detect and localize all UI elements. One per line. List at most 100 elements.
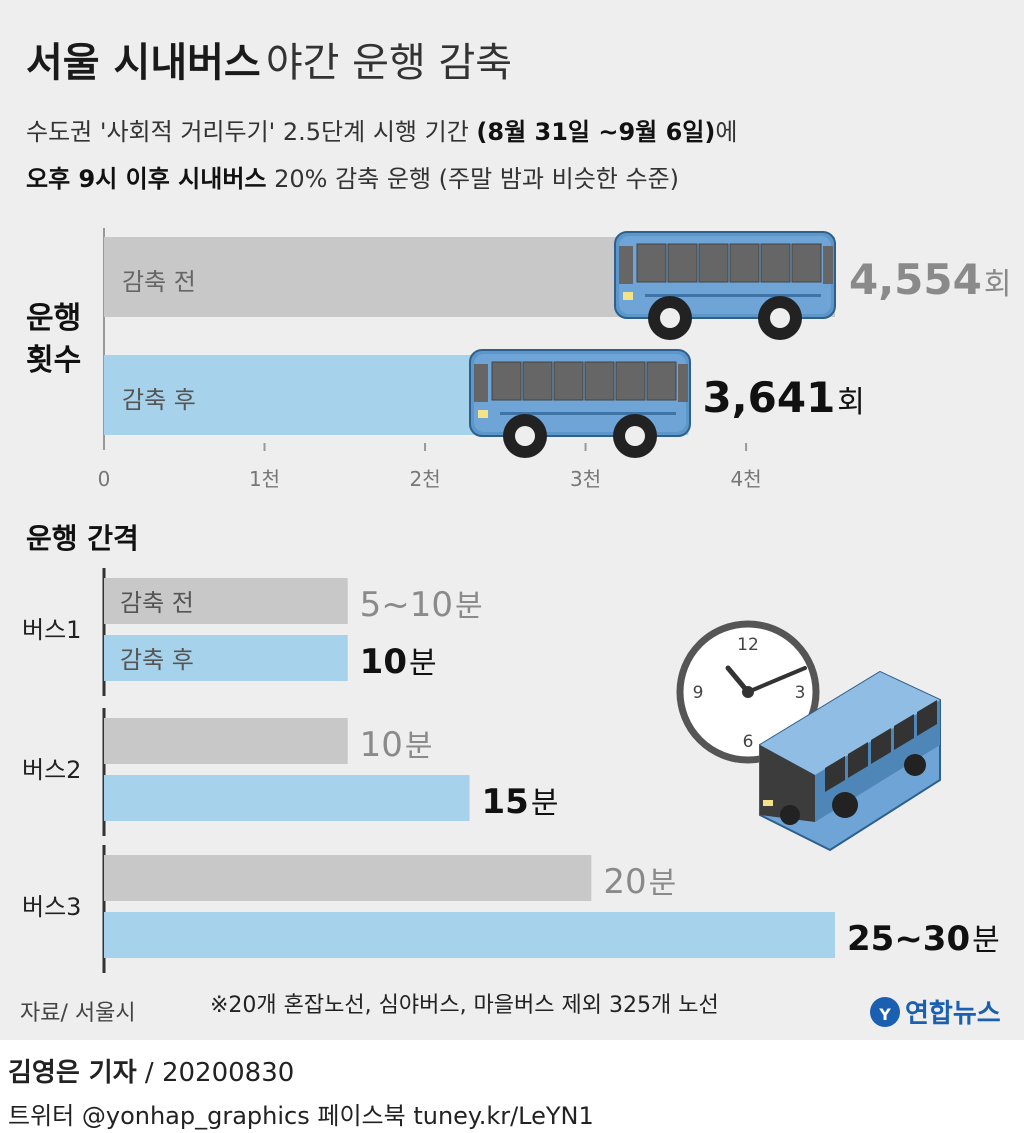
bar-value-label: 3,641 [702, 373, 835, 422]
x-tick-label: 3천 [570, 467, 601, 491]
bar-category-label: 감축 후 [122, 386, 196, 414]
page-title: 서울 시내버스 야간 운행 감축 [26, 30, 512, 88]
subtitle-text: 에 [715, 118, 738, 146]
logo-text: 연합뉴스 [905, 999, 1001, 1029]
bar-value-unit: 분 [455, 589, 483, 624]
bus-wheel [832, 792, 858, 818]
bar-value-label: 15 [482, 782, 529, 822]
bus-window [871, 728, 891, 764]
bar-value-label: 4,554 [849, 255, 982, 304]
bus-wheel-hub [660, 308, 680, 328]
bus-window [474, 364, 488, 402]
bus-window [825, 756, 845, 792]
bus-windshield [760, 745, 815, 822]
bus-window [615, 361, 646, 401]
bar [104, 635, 348, 681]
bus-wheel-hub [770, 308, 790, 328]
bus-window [619, 246, 633, 284]
x-tick-label: 2천 [409, 467, 440, 491]
bus-light [478, 410, 488, 418]
bar-category-label: 감축 전 [120, 589, 194, 617]
x-tick-label: 0 [98, 467, 111, 491]
clock-icon: 12 3 6 9 [676, 620, 820, 764]
subtitle-line-2: 오후 9시 이후 시내버스 20% 감축 운행 (주말 밤과 비슷한 수준) [26, 159, 679, 194]
subtitle-line-1: 수도권 '사회적 거리두기' 2.5단계 시행 기간 (8월 31일 ~9월 6… [26, 112, 737, 147]
bus-wheel [904, 754, 926, 776]
bar-value-label: 10 [360, 725, 403, 765]
yonhap-logo: Y 연합뉴스 [870, 997, 1001, 1029]
chart2-title: 운행 간격 [26, 522, 139, 555]
clock-number: 3 [795, 683, 806, 703]
group-label: 버스2 [22, 756, 81, 784]
bus-3d-illustration [759, 670, 941, 852]
x-tick-label: 4천 [731, 467, 762, 491]
bus-window [848, 742, 868, 778]
group-label: 버스3 [22, 893, 81, 921]
logo-mark-letter: Y [878, 1005, 891, 1024]
bar-value-unit: 분 [531, 786, 559, 821]
bus-window [729, 243, 760, 283]
bus-window [678, 364, 688, 402]
clock-number: 6 [743, 732, 754, 752]
bus-wheel-hub [515, 426, 535, 446]
bus-window [491, 361, 522, 401]
clock-number: 9 [693, 683, 704, 703]
bar [104, 912, 835, 958]
bar [104, 775, 470, 821]
title-bold: 서울 시내버스 [26, 40, 261, 86]
bus-wheel [780, 805, 800, 825]
bus-illustration-before [614, 231, 836, 340]
bar [104, 855, 592, 901]
bus-stripe [645, 294, 821, 297]
byline-date: / 20200830 [136, 1058, 295, 1088]
bus-window [522, 361, 553, 401]
bar-value-unit: 회 [837, 385, 865, 420]
bar [104, 578, 348, 624]
bar-value-label: 20 [603, 862, 646, 902]
bar-value-label: 10 [360, 642, 407, 682]
byline-name: 김영은 기자 [8, 1058, 137, 1088]
subtitle-highlight: 오후 9시 이후 시내버스 [26, 165, 267, 193]
bus-window [636, 243, 667, 283]
bar-value-unit: 분 [409, 646, 437, 681]
bus-window [584, 361, 615, 401]
group-label: 버스1 [22, 616, 81, 644]
social-links: 트위터 @yonhap_graphics 페이스북 tuney.kr/LeYN1 [8, 1102, 594, 1130]
x-tick-label: 1천 [249, 467, 280, 491]
bus-roof [760, 672, 940, 775]
bar-value-label: 5~10 [360, 585, 453, 625]
bus-light [623, 292, 633, 300]
y-axis-label-line2: 횟수 [26, 343, 81, 378]
logo-mark [870, 997, 900, 1027]
bar-value-unit: 분 [649, 866, 677, 901]
bus-illustration-after [469, 349, 691, 458]
bus-window [917, 700, 937, 736]
bus-window [760, 243, 791, 283]
subtitle-period: (8월 31일 ~9월 6일) [476, 118, 716, 146]
subtitle-text: 20% 감축 운행 (주말 밤과 비슷한 수준) [266, 165, 680, 193]
bar-value-unit: 회 [984, 267, 1012, 302]
bus-window [646, 361, 677, 401]
clock-center [742, 686, 754, 698]
clock-minute-hand [746, 666, 807, 694]
bus-window [667, 243, 698, 283]
byline: 김영은 기자 / 20200830 [8, 1052, 294, 1089]
bar-value-label: 25~30 [847, 919, 970, 959]
bar-value-unit: 분 [972, 923, 1000, 958]
clock-number: 12 [737, 635, 759, 655]
bus-wheel-hub [625, 426, 645, 446]
bus-window [698, 243, 729, 283]
bar-category-label: 감축 전 [122, 268, 196, 296]
bar-value-unit: 분 [405, 729, 433, 764]
bus-stripe [500, 412, 676, 415]
y-axis-label-line1: 운행 [26, 301, 81, 336]
footnote: ※20개 혼잡노선, 심야버스, 마을버스 제외 325개 노선 [210, 993, 719, 1018]
source-label: 자료/ 서울시 [20, 1001, 136, 1026]
bus-light [763, 800, 773, 806]
bar-category-label: 감축 후 [120, 646, 194, 674]
subtitle-text: 수도권 '사회적 거리두기' 2.5단계 시행 기간 [26, 118, 477, 146]
bar [104, 718, 348, 764]
bus-window [894, 714, 914, 750]
bus-window [791, 243, 822, 283]
